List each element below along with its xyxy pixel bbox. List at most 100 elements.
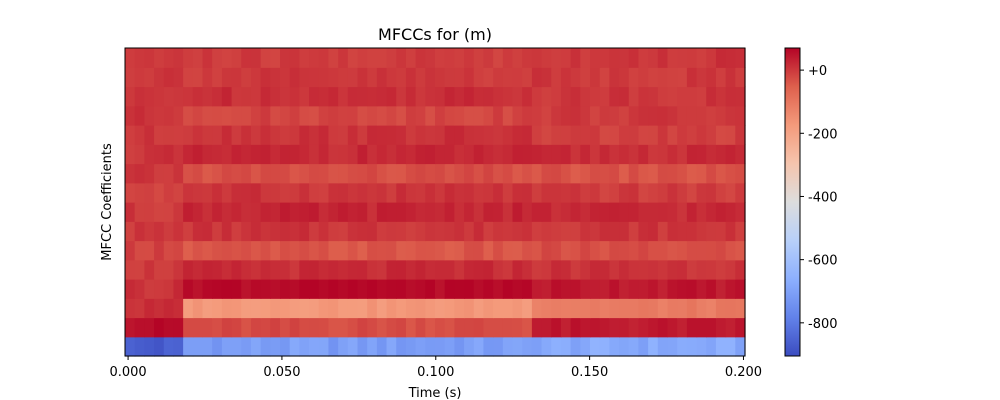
heatmap-cell [580,317,591,338]
heatmap-cell [667,67,678,88]
heatmap-cell [502,221,514,242]
heatmap-cell [609,48,620,68]
heatmap-cell [318,279,330,299]
heatmap-cell [347,125,359,145]
heatmap-cell [183,86,194,107]
heatmap-cell [318,67,330,88]
heatmap-cell [531,240,543,261]
heatmap-cell [212,144,223,165]
heatmap-cell [483,163,494,184]
heatmap-cell [454,144,465,165]
heatmap-cell [163,163,175,184]
heatmap-cell [541,125,552,145]
heatmap-cell [405,240,417,261]
heatmap-cell [318,240,330,261]
heatmap-cell [357,182,368,203]
heatmap-cell [260,298,271,319]
heatmap-cell [609,86,620,107]
heatmap-cell [125,125,136,145]
heatmap-cell [192,182,204,203]
heatmap-cell [144,317,155,338]
heatmap-cell [289,125,300,145]
heatmap-cell [318,144,330,165]
heatmap-cell [590,48,601,68]
x-tick-label: 0.050 [263,365,300,380]
heatmap-cell [541,67,552,88]
heatmap-cell [347,182,359,203]
heatmap-cell [715,105,727,126]
heatmap-cell [435,163,446,184]
heatmap-cell [192,221,204,242]
heatmap-cell [241,202,252,222]
heatmap-cell [386,182,397,203]
heatmap-cell [280,144,291,165]
heatmap-cell [483,336,494,357]
heatmap-cell [134,163,145,184]
heatmap-cell [619,221,630,242]
heatmap-cell [473,48,485,68]
heatmap-cell [241,105,252,126]
heatmap-cell [250,182,262,203]
heatmap-cell [192,202,204,222]
heatmap-cell [376,48,388,68]
heatmap-cell [202,86,213,107]
heatmap-cell [444,202,455,222]
heatmap-cell [609,221,620,242]
heatmap-cell [241,182,252,203]
heatmap-cell [163,105,175,126]
heatmap-cell [551,105,562,126]
heatmap-cell [493,317,504,338]
heatmap-cell [367,317,378,338]
heatmap-cell [270,336,281,357]
heatmap-cell [270,317,281,338]
heatmap-cell [338,48,349,68]
heatmap-cell [173,279,184,299]
heatmap-cell [125,279,136,299]
heatmap-cell [686,105,698,126]
heatmap-cell [183,240,194,261]
heatmap-cell [154,163,165,184]
heatmap-cell [609,240,620,261]
heatmap-cell [125,67,136,88]
heatmap-cell [154,279,165,299]
heatmap-cell [628,240,640,261]
heatmap-cell [667,182,678,203]
y-axis-label: MFCC Coefficients [100,143,115,261]
heatmap-cell [270,105,281,126]
heatmap-cell [570,163,581,184]
heatmap-cell [696,298,707,319]
heatmap-cell [590,298,601,319]
heatmap-cell [231,105,242,126]
heatmap-cell [435,221,446,242]
heatmap-cell [444,298,455,319]
heatmap-cell [192,298,204,319]
heatmap-cell [134,86,145,107]
heatmap-cell [696,240,707,261]
heatmap-cell [531,182,543,203]
heatmap-cell [163,182,175,203]
heatmap-cell [173,221,184,242]
heatmap-cell [464,144,475,165]
heatmap-cell [125,336,136,357]
heatmap-cell [367,259,378,280]
heatmap-cell [483,105,494,126]
heatmap-cell [212,336,223,357]
heatmap-cell [531,163,543,184]
heatmap-cell [328,182,339,203]
heatmap-cell [551,298,562,319]
heatmap-cell [376,240,388,261]
heatmap-cell [628,48,640,68]
heatmap-cell [260,336,271,357]
heatmap-cell [444,67,455,88]
heatmap-cell [541,144,552,165]
heatmap-cell [270,240,281,261]
x-axis: 0.000 0.050 0.100 0.150 0.200 [109,356,762,380]
heatmap-cell [154,259,165,280]
heatmap-cell [405,298,417,319]
heatmap-cell [309,336,320,357]
heatmap-cell [483,202,494,222]
heatmap-cell [512,105,523,126]
colorbar-tick-label: -800 [808,317,838,332]
heatmap-cell [192,240,204,261]
heatmap-cell [405,125,417,145]
